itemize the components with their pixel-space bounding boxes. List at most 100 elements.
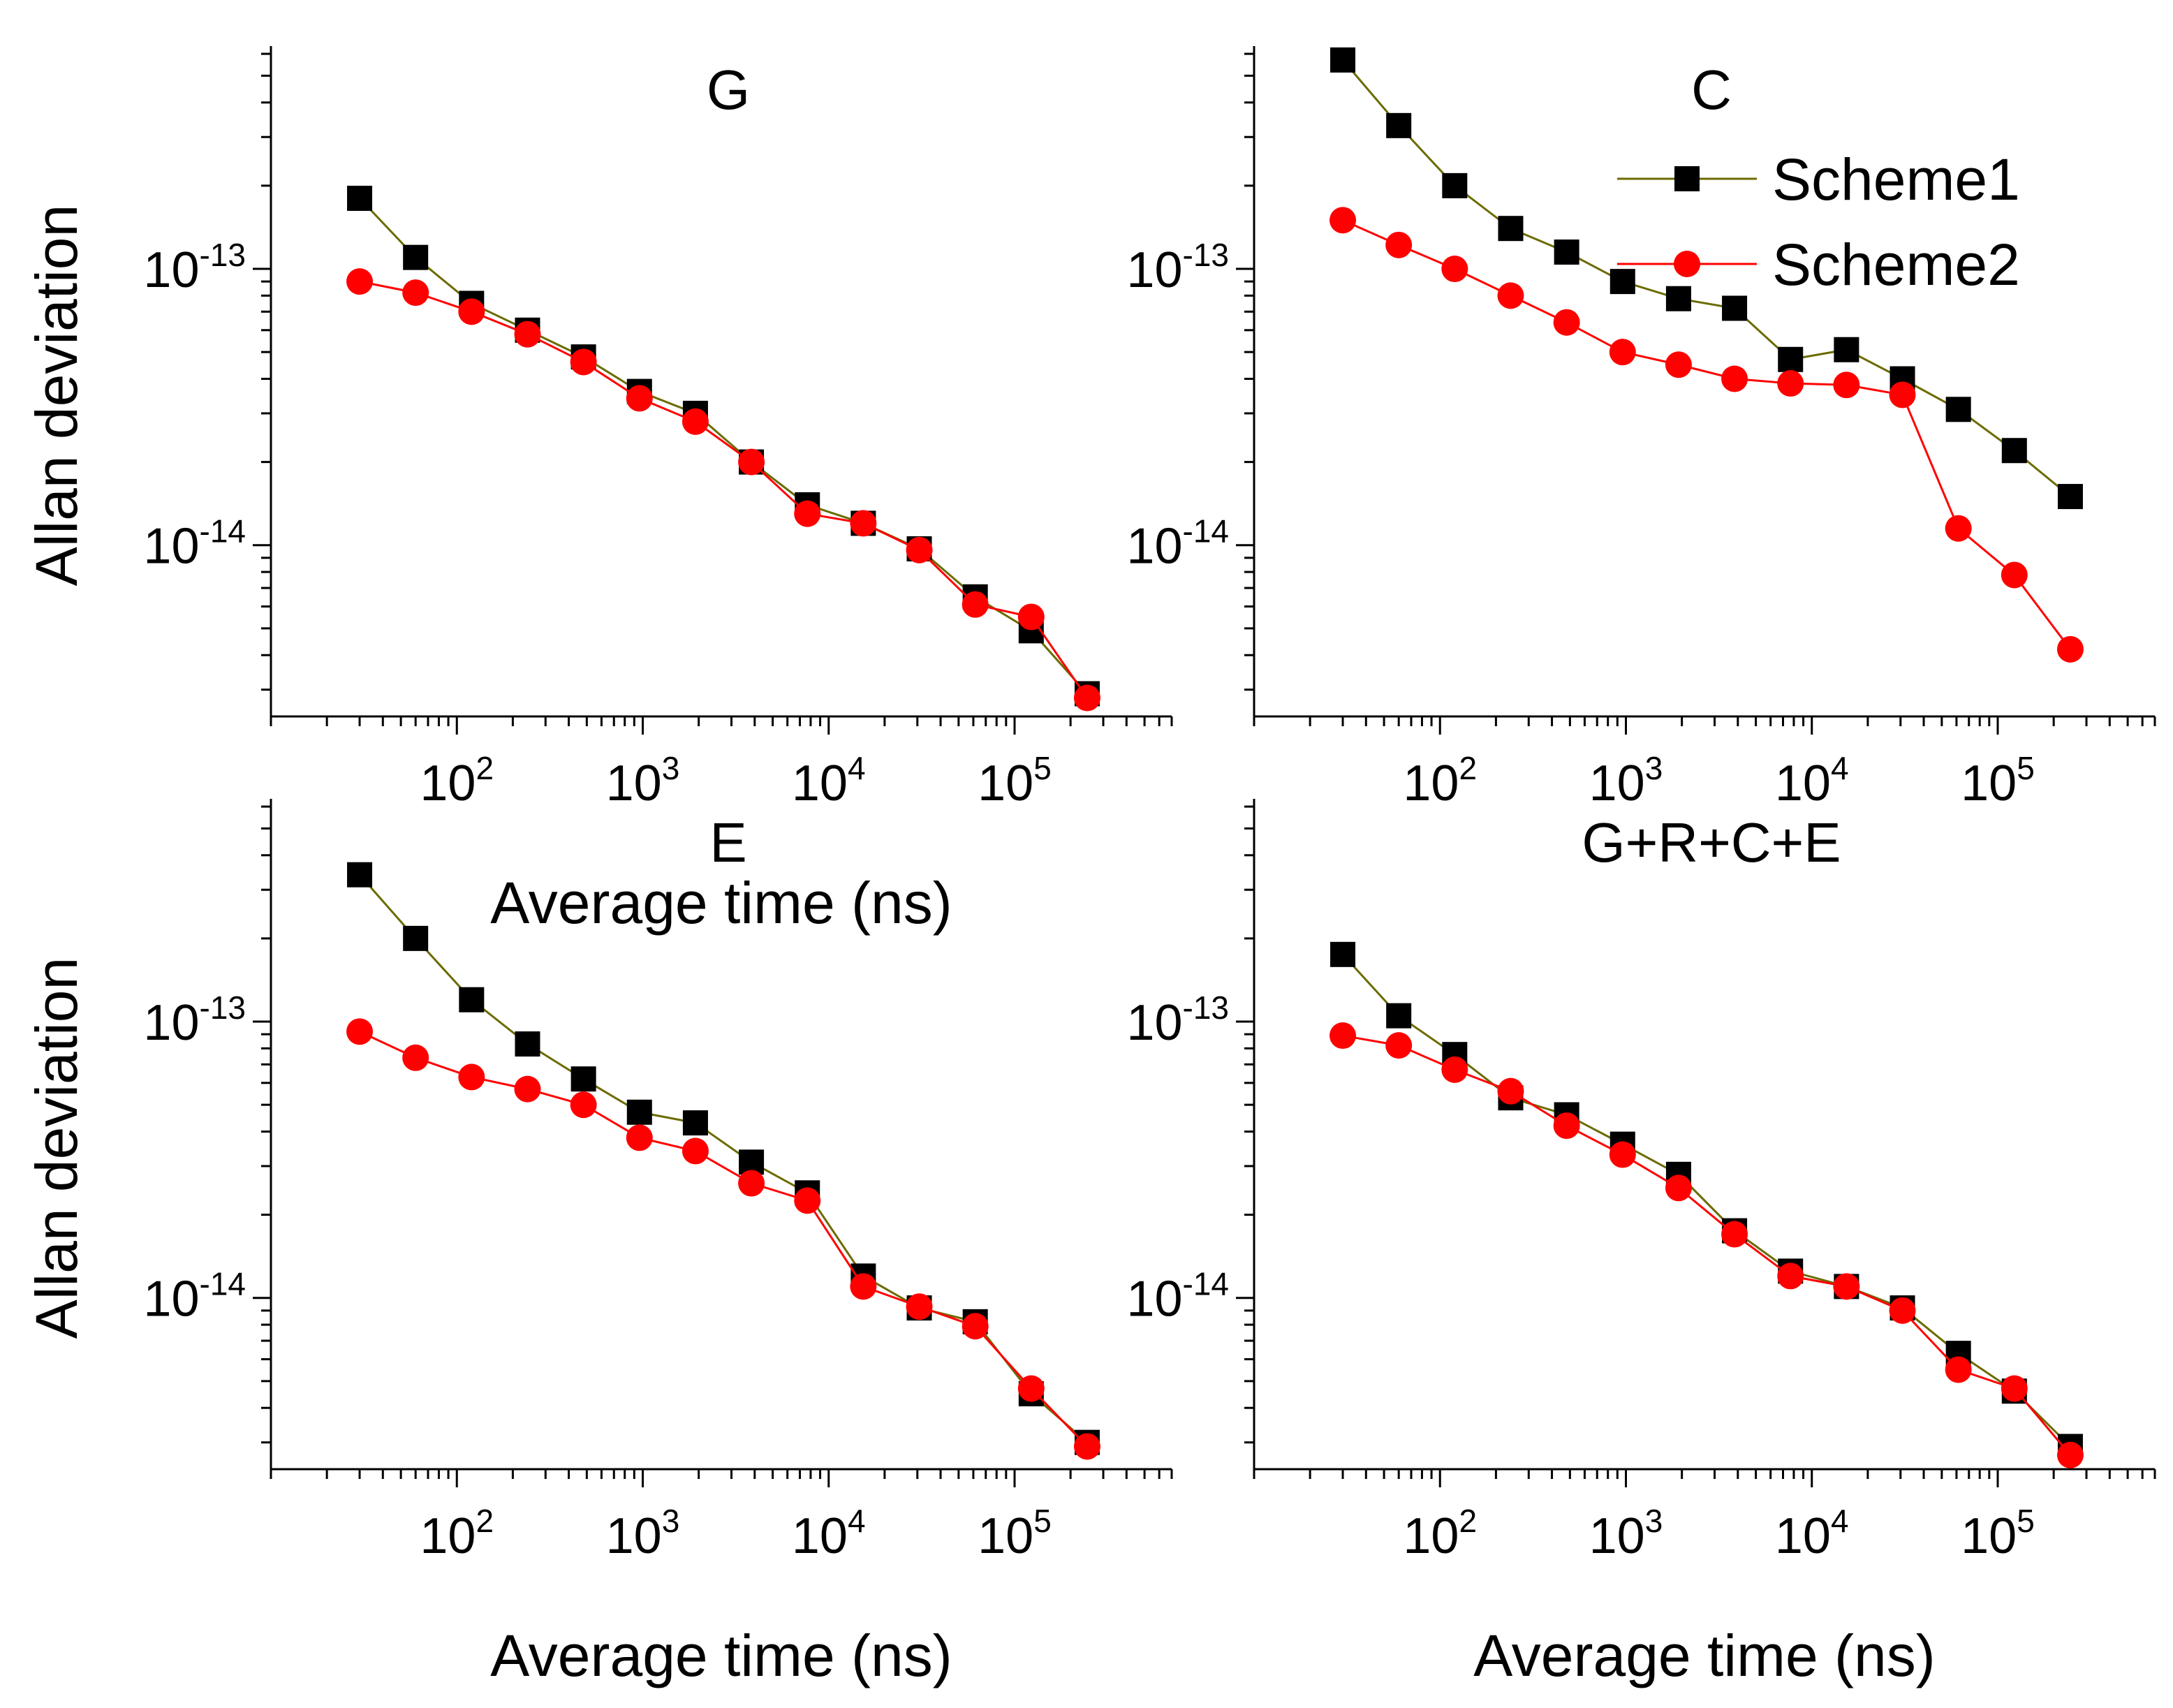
data-point-circle <box>1497 282 1524 309</box>
x-tick-base: 10 <box>1403 1508 1459 1564</box>
data-point-circle <box>962 1313 989 1340</box>
data-point-circle <box>1945 515 1972 542</box>
series-1 <box>1330 47 2083 510</box>
x-tick-label: 102 <box>1403 750 1477 811</box>
data-point-circle <box>850 1273 877 1300</box>
data-point-square <box>2001 438 2027 464</box>
series-2 <box>346 1018 1100 1460</box>
x-tick-base: 10 <box>1403 756 1459 811</box>
y-tick-exponent: -13 <box>200 237 246 273</box>
x-tick-label: 103 <box>1589 1503 1663 1564</box>
y-tick-exponent: -14 <box>200 1266 246 1302</box>
series-line <box>358 874 1088 1443</box>
data-point-circle <box>794 500 821 527</box>
data-point-circle <box>1441 256 1468 283</box>
series-line <box>1342 1034 2072 1456</box>
data-point-square <box>1386 1003 1412 1029</box>
data-point-circle <box>514 321 541 348</box>
data-point-circle <box>1385 1032 1413 1059</box>
data-point-circle <box>626 385 653 412</box>
x-tick-exponent: 5 <box>1033 750 1052 786</box>
x-tick-exponent: 3 <box>1645 750 1663 786</box>
data-point-square <box>1834 337 1859 362</box>
y-tick-label: 10-13 <box>143 237 246 298</box>
y-tick-base: 10 <box>1126 1272 1182 1327</box>
data-point-circle <box>1777 1262 1804 1290</box>
x-tick-base: 10 <box>1961 1508 2017 1564</box>
panel-title: E <box>709 811 746 874</box>
x-axis-label: Average time (ns) <box>490 870 952 936</box>
x-tick-label: 105 <box>1961 750 2035 811</box>
x-tick-base: 10 <box>978 1508 1033 1564</box>
x-tick-exponent: 2 <box>1459 750 1477 786</box>
data-point-square <box>682 1110 708 1136</box>
data-point-circle <box>2001 1375 2028 1402</box>
x-tick-exponent: 3 <box>662 750 680 786</box>
x-tick-base: 10 <box>606 1508 662 1564</box>
legend-label: Scheme1 <box>1772 147 2020 212</box>
data-point-circle <box>906 536 933 564</box>
data-point-square <box>459 987 485 1013</box>
x-tick-exponent: 4 <box>1831 1503 1849 1539</box>
x-tick-label: 105 <box>1961 1503 2035 1564</box>
y-tick-base: 10 <box>143 242 199 298</box>
data-point-circle <box>1609 339 1636 366</box>
data-point-circle <box>962 591 989 618</box>
y-tick-base: 10 <box>1126 242 1182 298</box>
data-point-circle <box>402 279 429 307</box>
x-tick-base: 10 <box>1775 1508 1831 1564</box>
data-point-circle <box>1777 370 1804 397</box>
series-line <box>359 280 1089 699</box>
x-tick-base: 10 <box>420 1508 476 1564</box>
data-point-square <box>347 862 373 888</box>
data-point-circle <box>1497 1077 1524 1105</box>
data-point-circle <box>570 348 597 376</box>
y-axis-label: Allan deviation <box>24 205 89 586</box>
x-tick-label: 102 <box>1403 1503 1477 1564</box>
x-tick-base: 10 <box>1775 756 1831 811</box>
x-tick-exponent: 2 <box>1459 1503 1477 1539</box>
data-point-square <box>1665 286 1691 311</box>
x-tick-label: 103 <box>606 1503 680 1564</box>
data-point-circle <box>850 510 877 537</box>
panel-title: G+R+C+E <box>1582 811 1841 874</box>
x-tick-label: 104 <box>1775 750 1849 811</box>
y-axis-label: Allan deviation <box>24 957 89 1339</box>
y-tick-exponent: -13 <box>1183 237 1229 273</box>
data-point-square <box>570 1066 596 1092</box>
x-tick-exponent: 3 <box>1645 1503 1663 1539</box>
x-tick-exponent: 3 <box>662 1503 680 1539</box>
x-tick-exponent: 4 <box>848 750 866 786</box>
legend-marker-circle <box>1674 251 1700 277</box>
x-tick-exponent: 2 <box>476 1503 494 1539</box>
data-point-square <box>1386 112 1412 138</box>
x-tick-exponent: 5 <box>2017 750 2035 786</box>
series-2 <box>1329 207 2084 663</box>
x-tick-base: 10 <box>420 756 476 811</box>
y-tick-base: 10 <box>1126 995 1182 1051</box>
x-axis-label: Average time (ns) <box>1473 1623 1935 1688</box>
data-point-circle <box>794 1187 821 1214</box>
data-point-circle <box>1721 365 1748 392</box>
data-point-circle <box>682 1138 709 1165</box>
data-point-circle <box>1329 207 1357 234</box>
x-tick-label: 104 <box>792 1503 866 1564</box>
x-tick-exponent: 2 <box>476 750 494 786</box>
y-tick-exponent: -13 <box>1183 989 1229 1026</box>
data-point-circle <box>906 1293 933 1320</box>
data-point-square <box>403 244 429 270</box>
data-point-circle <box>1553 1112 1580 1140</box>
data-point-circle <box>2056 635 2084 663</box>
data-point-circle <box>1665 351 1692 378</box>
x-tick-label: 104 <box>792 750 866 811</box>
y-tick-label: 10-14 <box>1126 513 1229 575</box>
data-point-circle <box>570 1091 597 1119</box>
panel-title: C <box>1691 59 1732 121</box>
data-point-circle <box>682 408 709 435</box>
x-tick-label: 104 <box>1775 1503 1849 1564</box>
x-tick-exponent: 4 <box>1831 750 1849 786</box>
data-point-square <box>1498 216 1524 242</box>
